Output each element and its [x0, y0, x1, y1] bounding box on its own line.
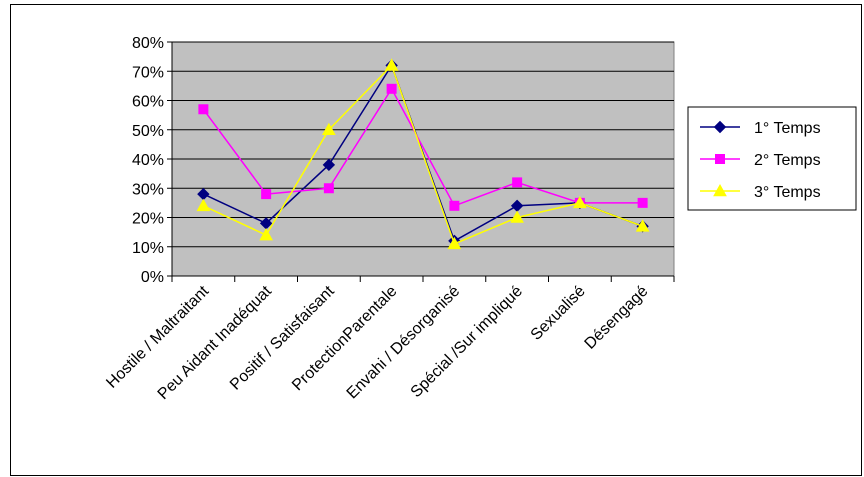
data-point: [384, 58, 399, 71]
y-tick-label: 30%: [132, 181, 164, 198]
data-point: [386, 83, 397, 94]
series-line: [202, 87, 643, 207]
data-point: [637, 197, 648, 208]
legend-item: 1° Temps: [700, 120, 821, 137]
data-point: [323, 183, 334, 194]
legend-item: 3° Temps: [700, 183, 821, 201]
gridlines: [172, 41, 674, 248]
legend-marker: [715, 154, 725, 164]
y-tick-label: 70%: [132, 64, 164, 81]
legend: 1° Temps 2° Temps 3° Temps: [687, 106, 857, 211]
legend-item: 2° Temps: [700, 152, 821, 169]
x-tick-label: Spécial /Sur impliqué: [408, 283, 526, 401]
legend-label: 1° Temps: [754, 120, 821, 137]
series-line: [203, 64, 643, 245]
y-tick-label: 10%: [132, 240, 164, 257]
legend-marker: [713, 120, 727, 134]
y-tick-label: 40%: [132, 152, 164, 169]
data-point: [573, 195, 587, 209]
y-tick-label: 0%: [141, 269, 164, 286]
legend-items: 1° Temps 2° Temps 3° Temps: [700, 120, 821, 201]
y-tick-label: 20%: [132, 211, 164, 228]
data-point: [447, 236, 462, 250]
x-tick-label: Peu Aidant Inadéquat: [155, 282, 276, 403]
data-point: [449, 200, 460, 211]
x-tick-label: Positif / Satisfaisant: [227, 282, 338, 393]
series-3: [196, 58, 650, 250]
data-point: [196, 198, 211, 212]
data-point: [198, 104, 209, 115]
y-tick-label: 60%: [132, 94, 164, 111]
series-layer: [196, 58, 650, 250]
data-point: [259, 228, 273, 241]
legend-label: 3° Temps: [754, 184, 821, 201]
data-point: [322, 158, 336, 172]
data-point: [512, 177, 523, 188]
x-tick-label: Désengagé: [582, 283, 652, 353]
data-point: [635, 219, 650, 232]
x-tick-label: Sexualisé: [528, 283, 589, 344]
y-tick-label: 50%: [132, 123, 164, 140]
legend-marker: [713, 183, 727, 197]
data-point: [261, 189, 272, 200]
axes: [167, 41, 675, 282]
data-point: [510, 210, 524, 223]
x-tick-label: ProtectionParentale: [289, 283, 400, 394]
x-tick-label: Hostile / Maltraitant: [103, 282, 212, 391]
x-tick-label: Envahi / Désorganisé: [344, 283, 464, 403]
y-tick-label: 80%: [132, 35, 164, 52]
data-point: [322, 122, 336, 136]
y-axis-ticks: 0% 10% 20% 30% 40% 50% 60% 70% 80%: [132, 35, 164, 286]
legend-label: 2° Temps: [754, 152, 821, 169]
